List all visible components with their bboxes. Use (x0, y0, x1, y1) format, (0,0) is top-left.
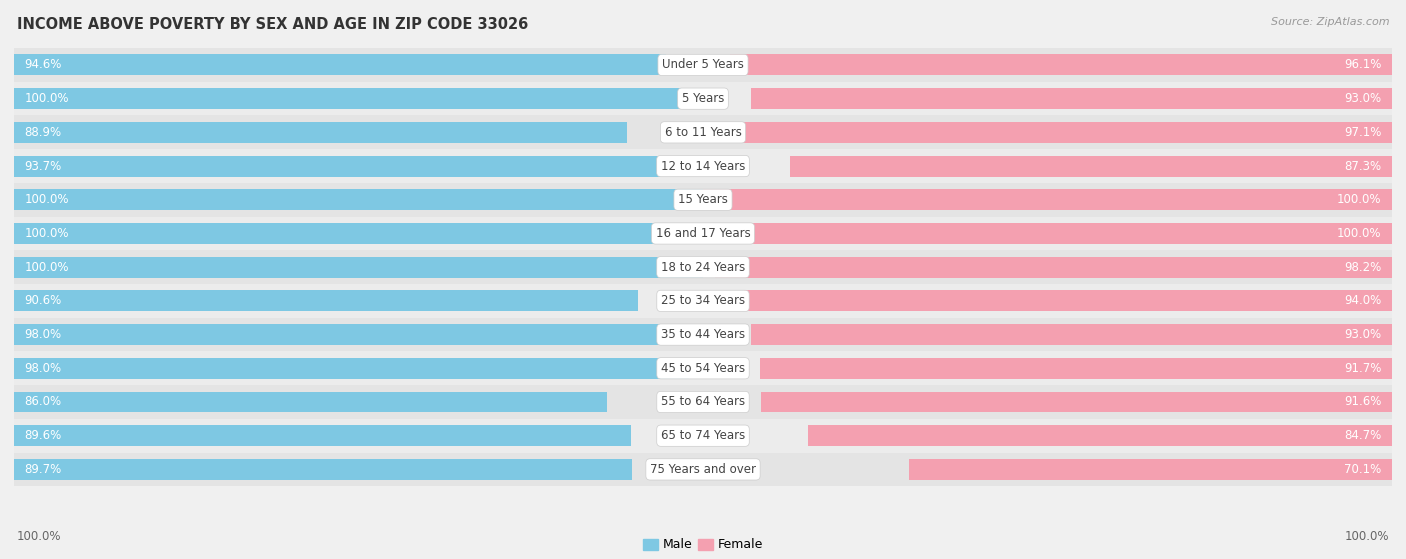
Text: 100.0%: 100.0% (17, 530, 62, 543)
Text: 25 to 34 Years: 25 to 34 Years (661, 295, 745, 307)
Text: 45 to 54 Years: 45 to 54 Years (661, 362, 745, 375)
Text: 97.1%: 97.1% (1344, 126, 1382, 139)
Bar (14, 257, 703, 278)
Text: 93.0%: 93.0% (1344, 92, 1382, 105)
Text: 89.6%: 89.6% (24, 429, 62, 442)
Text: 98.0%: 98.0% (24, 362, 62, 375)
Bar (14, 116, 1392, 149)
Text: 94.0%: 94.0% (1344, 295, 1382, 307)
Bar (751, 88, 1392, 109)
Bar (703, 223, 1392, 244)
Bar (14, 425, 631, 446)
Bar (14, 88, 703, 109)
Bar (14, 358, 689, 379)
Text: 5 Years: 5 Years (682, 92, 724, 105)
Bar (703, 190, 1392, 210)
Text: 91.6%: 91.6% (1344, 395, 1382, 409)
Bar (14, 190, 703, 210)
Text: 100.0%: 100.0% (24, 193, 69, 206)
Text: 91.7%: 91.7% (1344, 362, 1382, 375)
Text: Source: ZipAtlas.com: Source: ZipAtlas.com (1271, 17, 1389, 27)
Bar (14, 419, 1392, 453)
Text: 100.0%: 100.0% (24, 227, 69, 240)
Bar (744, 291, 1392, 311)
Text: Under 5 Years: Under 5 Years (662, 59, 744, 72)
Text: 89.7%: 89.7% (24, 463, 62, 476)
Text: 6 to 11 Years: 6 to 11 Years (665, 126, 741, 139)
Text: 12 to 14 Years: 12 to 14 Years (661, 159, 745, 173)
Bar (14, 324, 689, 345)
Text: 90.6%: 90.6% (24, 295, 62, 307)
Bar (14, 318, 1392, 352)
Text: 87.3%: 87.3% (1344, 159, 1382, 173)
Bar (14, 122, 627, 143)
Bar (761, 391, 1392, 413)
Bar (790, 155, 1392, 177)
Bar (14, 391, 606, 413)
Text: 98.0%: 98.0% (24, 328, 62, 341)
Bar (14, 54, 666, 75)
Text: 100.0%: 100.0% (1337, 193, 1382, 206)
Bar (14, 149, 1392, 183)
Text: 55 to 64 Years: 55 to 64 Years (661, 395, 745, 409)
Text: 100.0%: 100.0% (1337, 227, 1382, 240)
Text: 93.7%: 93.7% (24, 159, 62, 173)
Text: 88.9%: 88.9% (24, 126, 62, 139)
Text: 75 Years and over: 75 Years and over (650, 463, 756, 476)
Bar (14, 459, 633, 480)
Text: 65 to 74 Years: 65 to 74 Years (661, 429, 745, 442)
Bar (723, 122, 1392, 143)
Bar (730, 54, 1392, 75)
Bar (14, 82, 1392, 116)
Bar (14, 352, 1392, 385)
Text: 16 and 17 Years: 16 and 17 Years (655, 227, 751, 240)
Text: 35 to 44 Years: 35 to 44 Years (661, 328, 745, 341)
Bar (14, 223, 703, 244)
Bar (808, 425, 1392, 446)
Legend: Male, Female: Male, Female (638, 533, 768, 556)
Bar (14, 155, 659, 177)
Bar (761, 358, 1392, 379)
Bar (14, 217, 1392, 250)
Text: 96.1%: 96.1% (1344, 59, 1382, 72)
Text: 94.6%: 94.6% (24, 59, 62, 72)
Text: 100.0%: 100.0% (24, 92, 69, 105)
Bar (751, 324, 1392, 345)
Bar (910, 459, 1392, 480)
Text: 86.0%: 86.0% (24, 395, 62, 409)
Bar (14, 453, 1392, 486)
Bar (14, 284, 1392, 318)
Text: 100.0%: 100.0% (24, 260, 69, 274)
Text: 98.2%: 98.2% (1344, 260, 1382, 274)
Bar (14, 291, 638, 311)
Text: 84.7%: 84.7% (1344, 429, 1382, 442)
Bar (14, 385, 1392, 419)
Text: 100.0%: 100.0% (1344, 530, 1389, 543)
Bar (14, 48, 1392, 82)
Text: 15 Years: 15 Years (678, 193, 728, 206)
Text: 70.1%: 70.1% (1344, 463, 1382, 476)
Bar (14, 183, 1392, 217)
Bar (14, 250, 1392, 284)
Text: INCOME ABOVE POVERTY BY SEX AND AGE IN ZIP CODE 33026: INCOME ABOVE POVERTY BY SEX AND AGE IN Z… (17, 17, 529, 32)
Text: 18 to 24 Years: 18 to 24 Years (661, 260, 745, 274)
Bar (716, 257, 1392, 278)
Text: 93.0%: 93.0% (1344, 328, 1382, 341)
